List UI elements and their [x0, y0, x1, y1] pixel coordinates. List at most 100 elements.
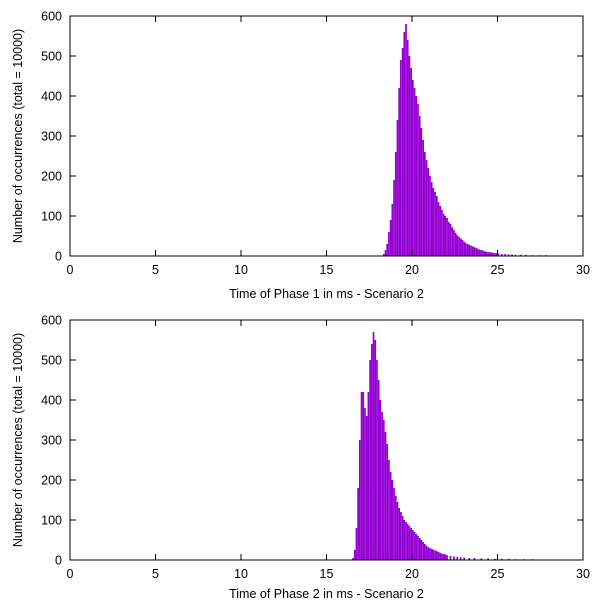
- phase-2-histogram-bar: [441, 553, 443, 560]
- phase-1-histogram-bar: [437, 202, 440, 256]
- phase-2-histogram-bar: [360, 392, 363, 560]
- phase-2-histogram-bar: [507, 558, 510, 560]
- phase-1-histogram-bar: [405, 24, 407, 256]
- phase-1-histogram-bar: [494, 253, 496, 256]
- phase-1-histogram-bar: [398, 88, 401, 256]
- phase-1-histogram-bar: [420, 128, 423, 256]
- phase-1-histogram-bar: [389, 220, 392, 256]
- phase-2-histogram-bar: [384, 432, 387, 560]
- phase-1-histogram-bar: [403, 32, 406, 256]
- phase-2-histogram-bar: [444, 554, 447, 560]
- phase-2-histogram-bar: [434, 550, 436, 560]
- phase-2-histogram-bar: [388, 460, 390, 560]
- phase-2-histogram-bar: [420, 540, 423, 560]
- phase-2-histogram-bar: [422, 542, 424, 560]
- phase-1-histogram-bar: [488, 252, 491, 256]
- phase-2-histogram-bar: [429, 548, 431, 560]
- phase-2-histogram-bar: [487, 558, 489, 560]
- phase-1-histogram-bar: [507, 254, 510, 256]
- phase-2-histogram-bar: [412, 530, 414, 560]
- phase-1-histogram-bar: [447, 222, 450, 256]
- phase-1-histogram-bar: [423, 152, 426, 256]
- phase-2-histogram-bar: [352, 558, 354, 560]
- phase-2-histogram-bar: [437, 552, 440, 560]
- phase-1-x-tick-label: 20: [405, 263, 419, 277]
- phase-1-histogram-bar: [439, 206, 442, 256]
- phase-1-histogram-bar: [417, 104, 419, 256]
- phase-2-histogram-bar: [364, 408, 366, 560]
- phase-2-histogram-bar: [362, 392, 365, 560]
- phase-2-histogram-bar: [442, 554, 445, 560]
- phase-1-histogram-bar: [468, 244, 471, 256]
- phase-2-histogram-bar: [372, 332, 375, 560]
- phase-1-histogram-bar: [401, 48, 404, 256]
- phase-1-histogram-bar: [466, 244, 469, 256]
- phase-1-histogram-bar: [511, 254, 513, 256]
- phase-2-histogram-bar: [456, 556, 459, 560]
- phase-1-histogram-bar: [386, 244, 389, 256]
- phase-2-histogram-bar: [403, 520, 406, 560]
- phase-2-histogram-bar: [480, 558, 483, 560]
- phase-1-histogram-bar: [406, 40, 409, 256]
- phase-1-histogram-bar: [408, 56, 411, 256]
- phase-1-histogram-bar: [487, 252, 489, 256]
- phase-1-histogram-bar: [382, 254, 385, 256]
- phase-1-histogram-bar: [470, 245, 472, 256]
- phase-1-histogram-bar: [459, 238, 462, 256]
- phase-2-histogram-bar: [425, 545, 428, 560]
- phase-1-histogram-bar: [449, 224, 452, 256]
- phase-1-x-tick-label: 5: [152, 263, 159, 277]
- phase-1-histogram-bar: [418, 116, 421, 256]
- phase-1-histogram-bar: [441, 210, 443, 256]
- phase-2-x-tick-label: 10: [234, 567, 248, 581]
- phase-2-x-tick-label: 0: [67, 567, 74, 581]
- phase-2-histogram-bar: [435, 551, 438, 560]
- phase-1-histogram-bar: [430, 182, 433, 256]
- phase-2-histogram-bar: [396, 502, 399, 560]
- phase-2-histogram-bar: [415, 534, 418, 560]
- phase-2-histogram-bar: [432, 549, 435, 560]
- phase-1-histogram-bar: [412, 80, 414, 256]
- phase-1-histogram-bar: [471, 246, 474, 256]
- phase-2-histogram-bar: [355, 528, 358, 560]
- phase-2-histogram-bar: [446, 555, 448, 560]
- phase-1-histogram-bar: [429, 176, 431, 256]
- phase-2-histogram-bar: [418, 538, 421, 560]
- phase-2-histogram-bar: [400, 512, 402, 560]
- phase-2-x-tick-label: 25: [491, 567, 505, 581]
- phase-2-histogram-bar: [393, 488, 395, 560]
- phase-2-histogram-bar: [401, 516, 404, 560]
- phase-1-x-axis-label: Time of Phase 1 in ms - Scenario 2: [229, 287, 424, 301]
- phase-2-histogram-bar: [367, 392, 370, 560]
- phase-2-y-tick-label: 200: [41, 474, 62, 488]
- phase-2-histogram-bar: [381, 412, 383, 560]
- phase-1-histogram-bar: [524, 254, 527, 256]
- phase-1-histogram-bar: [453, 230, 455, 256]
- phase-2-histogram-bar: [386, 444, 389, 560]
- phase-2-histogram-bar: [463, 557, 466, 560]
- phase-2-histogram-bar: [389, 472, 392, 560]
- phase-1-x-tick-label: 10: [234, 263, 248, 277]
- phase-1-histogram-bar: [497, 253, 500, 256]
- phase-2-histogram-bar: [468, 558, 471, 560]
- phase-2-x-tick-label: 30: [576, 567, 590, 581]
- phase-2-y-tick-label: 400: [41, 394, 62, 408]
- phase-1-histogram-bar: [427, 168, 430, 256]
- phase-1-histogram-bar: [483, 251, 486, 256]
- phase-2-x-tick-label: 20: [405, 567, 419, 581]
- phase-2-histogram-bar: [357, 488, 359, 560]
- phase-1-histogram-bar: [458, 236, 460, 256]
- phase-1-x-tick-label: 0: [67, 263, 74, 277]
- phase-2-histogram-bar: [500, 558, 503, 560]
- phase-1-histogram-bar: [422, 140, 424, 256]
- phase-2-y-tick-label: 600: [41, 314, 62, 328]
- phase-2-x-tick-label: 15: [320, 567, 334, 581]
- phase-2-histogram-bar: [413, 532, 416, 560]
- phase-1-y-tick-label: 200: [41, 170, 62, 184]
- phase-2-y-tick-label: 300: [41, 434, 62, 448]
- phase-2-histogram-bar: [369, 360, 371, 560]
- phase-2-x-tick-label: 5: [152, 567, 159, 581]
